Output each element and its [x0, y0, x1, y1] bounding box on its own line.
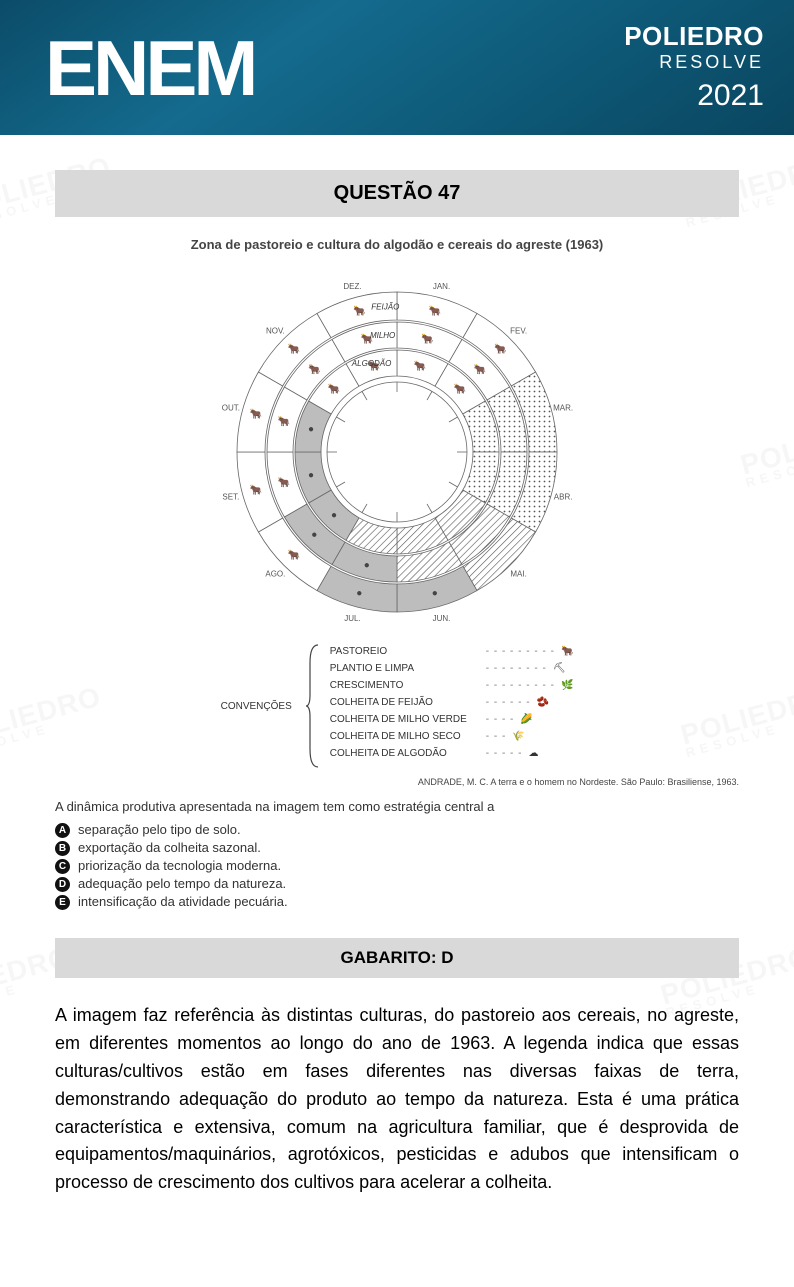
legend-item: PASTOREIO- - - - - - - - -🐂: [330, 643, 574, 660]
option-a[interactable]: Aseparação pelo tipo de solo.: [55, 822, 739, 838]
legend-item: PLANTIO E LIMPA- - - - - - - -⛏: [330, 660, 574, 677]
svg-text:🐂: 🐂: [250, 408, 262, 420]
svg-text:🐂: 🐂: [278, 416, 290, 428]
svg-text:🐂: 🐂: [278, 476, 290, 488]
options-list: Aseparação pelo tipo de solo. Bexportaçã…: [55, 822, 739, 910]
option-e[interactable]: Eintensificação da atividade pecuária.: [55, 894, 739, 910]
legend-list: PASTOREIO- - - - - - - - -🐂 PLANTIO E LI…: [330, 643, 574, 769]
svg-text:●: ●: [364, 560, 370, 571]
svg-text:●: ●: [432, 588, 438, 599]
brand-year: 2021: [624, 79, 764, 114]
svg-text:ABR.: ABR.: [554, 493, 573, 502]
svg-text:●: ●: [308, 470, 314, 481]
svg-text:🐂: 🐂: [308, 363, 320, 375]
option-d[interactable]: Dadequação pelo tempo da natureza.: [55, 876, 739, 892]
svg-text:MAI.: MAI.: [510, 570, 526, 579]
svg-text:🐂: 🐂: [474, 363, 486, 375]
svg-text:FEV.: FEV.: [510, 326, 527, 335]
legend-item: COLHEITA DE FEIJÃO- - - - - -🫘: [330, 694, 574, 711]
svg-text:🐂: 🐂: [421, 333, 433, 345]
content-area: QUESTÃO 47 Zona de pastoreio e cultura d…: [0, 135, 794, 1247]
svg-text:JUN.: JUN.: [433, 614, 451, 623]
legend-brace: [306, 643, 320, 769]
legend-item: COLHEITA DE MILHO SECO- - -🌾: [330, 728, 574, 745]
figure-title: Zona de pastoreio e cultura do algodão e…: [55, 237, 739, 252]
legend-title: CONVENÇÕES: [221, 643, 296, 769]
option-b[interactable]: Bexportação da colheita sazonal.: [55, 840, 739, 856]
svg-text:🐂: 🐂: [288, 343, 300, 355]
svg-text:●: ●: [331, 510, 337, 521]
question-title-bar: QUESTÃO 47: [55, 170, 739, 217]
legend-item: COLHEITA DE ALGODÃO- - - - -☁: [330, 745, 574, 762]
page-header: ENEM POLIEDRO RESOLVE 2021: [0, 0, 794, 135]
svg-text:🐂: 🐂: [288, 549, 300, 561]
svg-text:MILHO: MILHO: [370, 331, 395, 340]
explanation-text: A imagem faz referência às distintas cul…: [55, 1002, 739, 1197]
svg-text:FEIJÃO: FEIJÃO: [371, 302, 399, 311]
answer-bar: GABARITO: D: [55, 938, 739, 978]
svg-text:SET.: SET.: [222, 493, 239, 502]
svg-text:🐂: 🐂: [494, 343, 506, 355]
svg-text:🐂: 🐂: [250, 484, 262, 496]
svg-text:●: ●: [308, 424, 314, 435]
legend-block: CONVENÇÕES PASTOREIO- - - - - - - - -🐂 P…: [117, 643, 677, 769]
svg-text:AGO.: AGO.: [265, 570, 285, 579]
svg-text:●: ●: [356, 588, 362, 599]
svg-text:DEZ.: DEZ.: [343, 282, 361, 291]
brand-block: POLIEDRO RESOLVE 2021: [624, 22, 764, 113]
svg-text:ALGODÃO: ALGODÃO: [351, 359, 392, 368]
svg-text:JUL.: JUL.: [344, 614, 360, 623]
svg-text:🐂: 🐂: [414, 360, 426, 372]
brand-name: POLIEDRO: [624, 22, 764, 52]
svg-text:●: ●: [311, 530, 317, 541]
legend-item: COLHEITA DE MILHO VERDE- - - -🌽: [330, 711, 574, 728]
svg-text:NOV.: NOV.: [266, 326, 285, 335]
svg-text:🐂: 🐂: [328, 383, 340, 395]
question-prompt: A dinâmica produtiva apresentada na imag…: [55, 799, 739, 814]
svg-text:🐂: 🐂: [429, 305, 441, 317]
svg-text:🐂: 🐂: [353, 305, 365, 317]
legend-item: CRESCIMENTO- - - - - - - - -🌿: [330, 677, 574, 694]
brand-sub: RESOLVE: [624, 52, 764, 73]
svg-text:MAR.: MAR.: [553, 403, 573, 412]
svg-text:OUT.: OUT.: [222, 403, 240, 412]
svg-text:JAN.: JAN.: [433, 282, 450, 291]
citation: ANDRADE, M. C. A terra e o homem no Nord…: [55, 777, 739, 787]
option-c[interactable]: Cpriorização da tecnologia moderna.: [55, 858, 739, 874]
enem-logo: ENEM: [45, 29, 254, 107]
circular-calendar-diagram: 🐂🐂●●🐂🐂🐂🐂🐂🐂🐂●●🐂🐂🐂🐂🐂🐂●●●🐂🐂 JAN.FEV.MAR.ABR…: [117, 264, 677, 629]
svg-text:🐂: 🐂: [454, 383, 466, 395]
